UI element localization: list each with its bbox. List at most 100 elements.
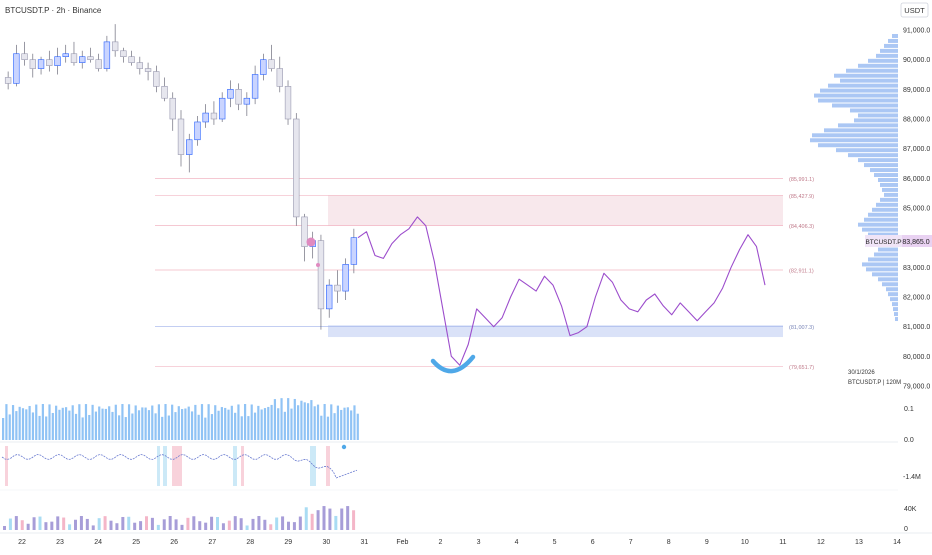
candle-body[interactable] [260, 59, 267, 75]
volume-bar [217, 410, 220, 440]
time-axis-label: 7 [629, 539, 633, 546]
volume-bar [306, 403, 310, 440]
volume-bar [91, 404, 94, 440]
candle-body[interactable] [235, 89, 242, 105]
candle-body[interactable] [284, 86, 292, 120]
candle-body[interactable] [276, 68, 283, 87]
support-zone[interactable] [328, 325, 783, 338]
volume-bar [68, 410, 71, 440]
volume-bar [303, 402, 306, 440]
candle-body[interactable] [326, 284, 333, 310]
candle-body[interactable] [186, 139, 193, 155]
time-axis-label: 6 [591, 539, 595, 546]
profile-bar [895, 317, 898, 322]
projection-line[interactable] [357, 216, 766, 366]
volume-bar [273, 399, 277, 440]
candle-body[interactable] [334, 284, 341, 292]
hist-bar [85, 518, 89, 530]
price-axis-label: 83,000.0 [903, 265, 930, 272]
symbol-header[interactable]: BTCUSDT.P · 2h · Binance [5, 6, 102, 15]
candle-body[interactable] [37, 59, 45, 69]
profile-bar [890, 297, 898, 302]
volume-bar [297, 405, 300, 440]
candle-body[interactable] [227, 89, 234, 99]
volume-bar [111, 411, 114, 440]
volume-bar [164, 404, 167, 440]
candle-body[interactable] [194, 121, 201, 141]
volume-bar [137, 410, 141, 440]
volume-bar [151, 405, 154, 440]
candle-body[interactable] [317, 240, 325, 310]
hist-bar [79, 516, 83, 530]
price-axis-label: 87,000.0 [903, 146, 930, 153]
candle-body[interactable] [87, 56, 94, 60]
candle-body[interactable] [301, 216, 308, 247]
candle-body[interactable] [268, 59, 275, 69]
volume-bar [38, 415, 41, 440]
candle-body[interactable] [251, 74, 259, 99]
volume-bar [184, 408, 187, 440]
candle-body[interactable] [177, 118, 185, 155]
candle-body[interactable] [153, 71, 160, 87]
currency-label: USDT [904, 6, 925, 15]
volume-bar [134, 405, 137, 440]
volume-bar [45, 416, 48, 440]
hist-bar [44, 522, 48, 530]
curved-arrow-marker[interactable] [430, 354, 476, 374]
hist-bar [145, 516, 148, 530]
profile-bar [862, 262, 898, 267]
volume-bar [48, 404, 51, 440]
candle-body[interactable] [103, 41, 111, 69]
time-axis[interactable]: 22 23 24 25 26 27 28 29 30 31 Feb 2 3 4 5 6 7 8 9 10 11 12 13 1… [18, 539, 901, 546]
time-axis-label: 31 [360, 539, 368, 546]
candle-body[interactable] [218, 97, 226, 120]
candle-body[interactable] [210, 112, 218, 120]
hist-bar [204, 522, 208, 530]
candle-body[interactable] [13, 53, 20, 84]
price-axis-label: 91,000.0 [903, 28, 930, 35]
hist-bar [168, 516, 172, 530]
candle-body[interactable] [95, 59, 102, 69]
candle-body[interactable] [243, 97, 251, 105]
candle-body[interactable] [54, 56, 61, 66]
candle-body[interactable] [79, 56, 86, 63]
candle-body[interactable] [29, 59, 36, 69]
hist-bar [281, 516, 285, 530]
profile-bar [874, 173, 898, 178]
candle-body[interactable] [293, 118, 300, 218]
candle-body[interactable] [4, 77, 12, 84]
volume-bar [280, 398, 283, 440]
hist-bar [292, 522, 296, 530]
volume-bar [250, 404, 253, 440]
candle-body[interactable] [111, 41, 119, 52]
candle-body[interactable] [136, 62, 144, 69]
cvd-line[interactable] [1, 454, 358, 479]
profile-bar [878, 178, 898, 182]
profile-bar [868, 58, 898, 63]
profile-bar [824, 128, 898, 133]
signal-band [5, 446, 8, 486]
profile-bar [858, 222, 898, 227]
currency-button[interactable] [900, 2, 929, 18]
time-axis-label: 4 [515, 539, 519, 546]
candle-body[interactable] [70, 53, 78, 63]
time-axis-label: 13 [855, 539, 863, 546]
candle-body[interactable] [169, 97, 176, 120]
resistance-zone[interactable] [328, 195, 783, 226]
candle-body[interactable] [120, 50, 127, 57]
candle-body[interactable] [202, 112, 209, 123]
candles-layer[interactable] [4, 24, 358, 330]
candle-body[interactable] [128, 56, 135, 63]
candle-body[interactable] [144, 68, 152, 72]
hist-axis-bottom: 0 [904, 526, 908, 533]
candle-body[interactable] [342, 264, 349, 292]
volume-bar [263, 408, 267, 440]
hist-bar [156, 524, 160, 530]
candle-body[interactable] [62, 53, 69, 58]
candle-body[interactable] [161, 86, 168, 99]
hist-bar [334, 515, 338, 530]
candle-body[interactable] [350, 237, 358, 265]
candle-body[interactable] [46, 59, 53, 66]
candle-body[interactable] [21, 53, 28, 60]
